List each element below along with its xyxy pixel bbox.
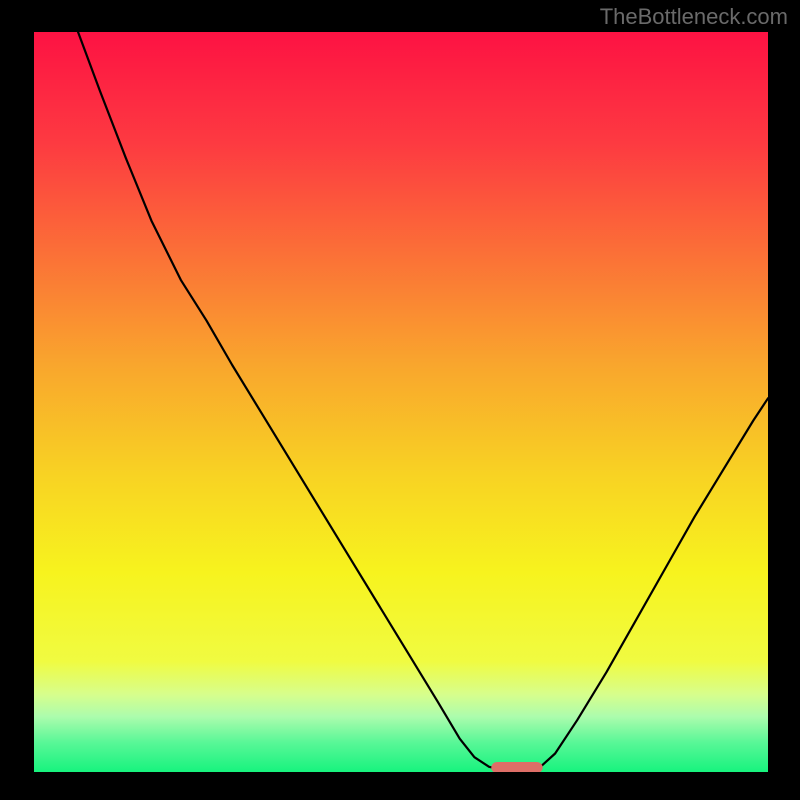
watermark-label: TheBottleneck.com xyxy=(600,4,788,30)
optimal-zone-marker xyxy=(491,762,542,772)
bottleneck-chart xyxy=(34,32,768,772)
chart-background xyxy=(34,32,768,772)
